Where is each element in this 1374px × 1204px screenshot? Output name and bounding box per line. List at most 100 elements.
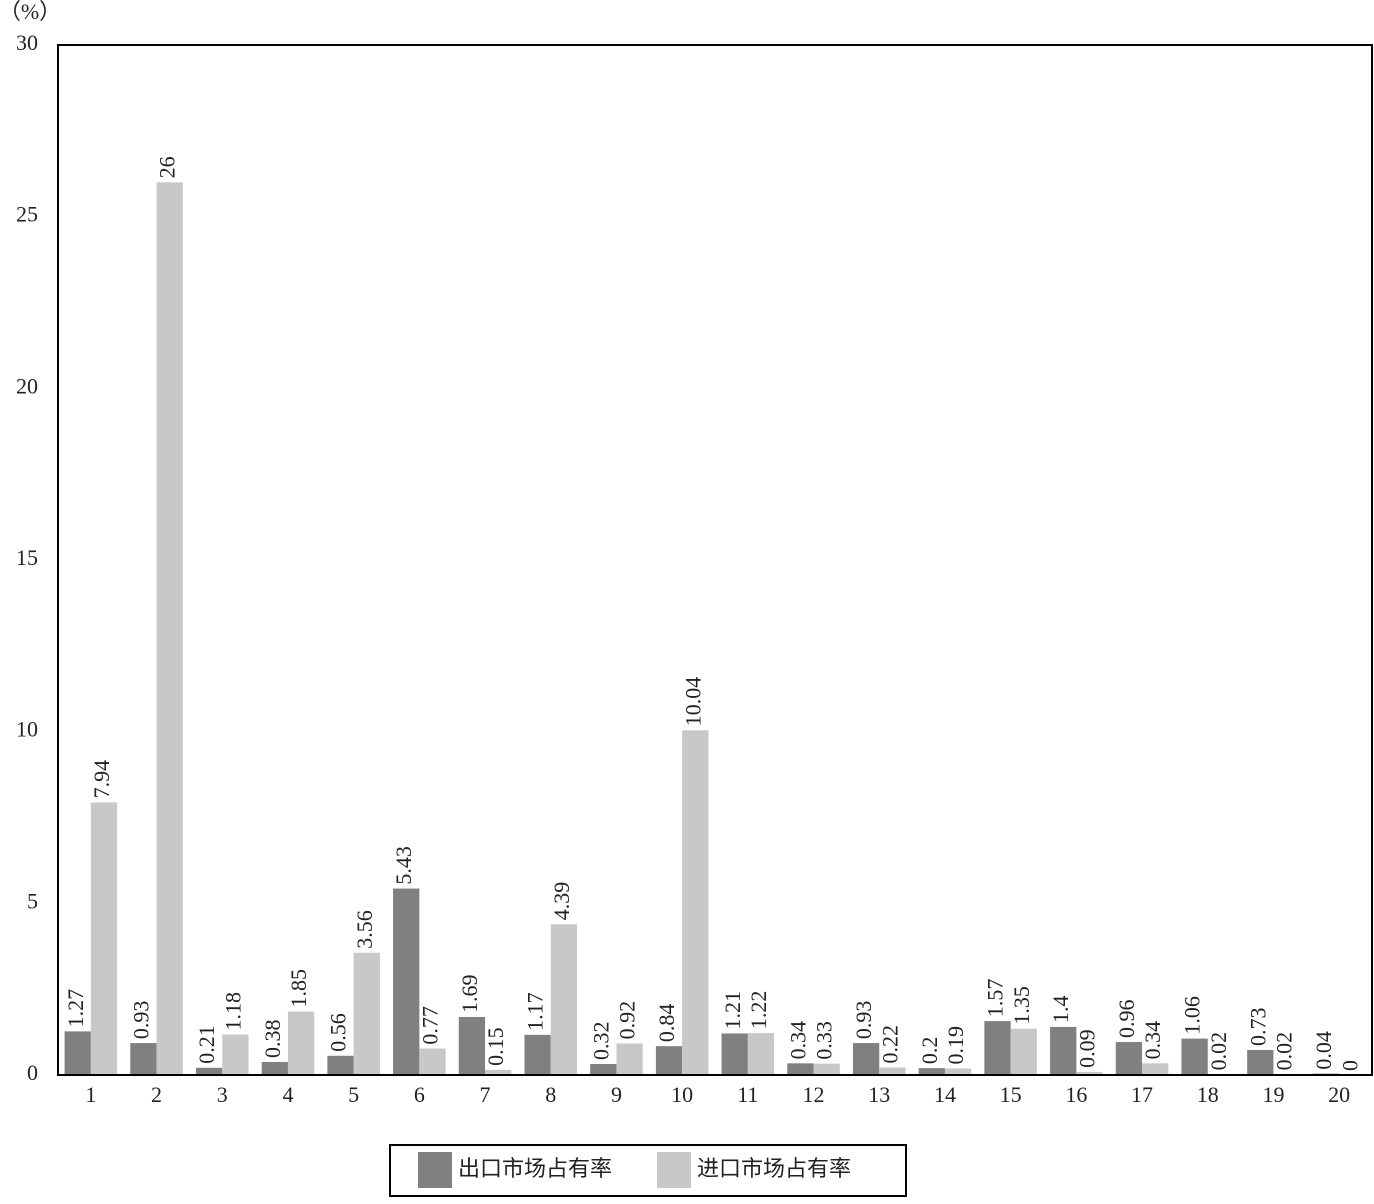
bar: [195, 1067, 223, 1075]
value-label: 0.93: [128, 1001, 153, 1040]
bar: [130, 1043, 157, 1075]
x-tick-label: 3: [217, 1082, 228, 1107]
x-tick-label: 17: [1131, 1082, 1153, 1107]
value-label: 0.96: [1114, 1000, 1139, 1039]
x-tick-label: 14: [934, 1082, 956, 1107]
value-label: 0.33: [812, 1021, 837, 1060]
value-label: 0.22: [877, 1025, 902, 1064]
bar: [879, 1067, 906, 1075]
value-label: 0.34: [785, 1021, 810, 1060]
value-label: 1.21: [720, 991, 745, 1030]
y-tick-label: 25: [16, 202, 38, 227]
value-label: 26: [155, 156, 180, 178]
value-label: 3.56: [352, 910, 377, 949]
x-tick-label: 15: [1000, 1082, 1022, 1107]
value-label: 1.17: [523, 992, 548, 1031]
bar: [918, 1068, 945, 1075]
x-tick-label: 5: [348, 1082, 359, 1107]
value-label: 0: [1337, 1060, 1362, 1071]
value-label: 0.21: [194, 1025, 219, 1064]
legend-box: [389, 1144, 907, 1197]
bar: [419, 1048, 446, 1075]
bar: [524, 1034, 551, 1075]
bar: [944, 1068, 972, 1075]
x-tick-label: 18: [1197, 1082, 1219, 1107]
bar: [353, 952, 380, 1075]
bar: [787, 1063, 814, 1075]
bar: [1010, 1028, 1037, 1075]
value-label: 5.43: [391, 846, 416, 885]
value-label: 0.93: [851, 1001, 876, 1040]
bar: [1115, 1042, 1143, 1075]
value-label: 0.92: [615, 1001, 640, 1040]
value-label: 0.02: [1206, 1032, 1231, 1071]
x-tick-label: 12: [803, 1082, 825, 1107]
bar: [327, 1055, 354, 1075]
value-label: 1.4: [1048, 995, 1073, 1023]
bar: [616, 1043, 643, 1075]
bar: [1247, 1049, 1274, 1075]
bar: [156, 182, 183, 1076]
bar: [813, 1063, 840, 1075]
value-label: 1.06: [1180, 996, 1205, 1035]
value-label: 0.77: [418, 1006, 443, 1045]
value-label: 0.73: [1245, 1007, 1270, 1046]
value-label: 10.04: [680, 677, 705, 727]
value-label: 1.27: [63, 989, 88, 1028]
value-label: 1.22: [746, 991, 771, 1030]
value-label: 0.38: [260, 1019, 285, 1058]
bar: [1142, 1063, 1169, 1075]
legend-swatch: [418, 1152, 452, 1188]
value-label: 0.15: [483, 1027, 508, 1066]
x-tick-label: 10: [671, 1082, 693, 1107]
x-tick-label: 9: [611, 1082, 622, 1107]
y-tick-label: 20: [16, 373, 38, 398]
x-tick-label: 6: [414, 1082, 425, 1107]
value-label: 1.69: [457, 974, 482, 1013]
bar: [485, 1069, 512, 1075]
bar: [222, 1034, 249, 1075]
bar: [747, 1033, 775, 1075]
x-tick-label: 20: [1328, 1082, 1350, 1107]
value-label: 0.34: [1140, 1021, 1165, 1060]
value-label: 0.09: [1075, 1029, 1100, 1068]
y-tick-label: 30: [16, 30, 38, 55]
bar: [458, 1016, 486, 1075]
y-tick-label: 5: [27, 888, 38, 913]
bar: [682, 730, 709, 1075]
y-tick-label: 10: [16, 717, 38, 742]
bar: [393, 888, 420, 1075]
x-tick-label: 1: [85, 1082, 96, 1107]
bar: [1050, 1026, 1077, 1075]
value-label: 0.19: [943, 1026, 968, 1065]
x-tick-label: 13: [868, 1082, 890, 1107]
value-label: 0.84: [654, 1004, 679, 1043]
value-label: 1.85: [286, 969, 311, 1008]
bar: [984, 1021, 1011, 1075]
legend-swatch: [657, 1152, 691, 1188]
value-label: 0.56: [326, 1013, 351, 1052]
value-label: 7.94: [89, 760, 114, 799]
value-label: 0.2: [917, 1037, 942, 1065]
x-tick-label: 4: [282, 1082, 293, 1107]
value-label: 0.32: [588, 1022, 613, 1061]
value-label: 1.18: [220, 992, 245, 1031]
bar: [655, 1046, 683, 1075]
x-tick-label: 19: [1262, 1082, 1284, 1107]
value-label: 0.04: [1311, 1031, 1336, 1070]
plot-frame: [57, 44, 1373, 1076]
bar: [90, 802, 118, 1075]
x-tick-label: 7: [480, 1082, 491, 1107]
bar: [1181, 1038, 1208, 1075]
bar: [287, 1011, 315, 1075]
x-tick-label: 8: [545, 1082, 556, 1107]
y-tick-label: 0: [27, 1060, 38, 1085]
bar: [550, 924, 578, 1075]
value-label: 1.35: [1009, 986, 1034, 1025]
bar: [1076, 1071, 1103, 1075]
bar: [261, 1061, 288, 1075]
value-label: 1.57: [983, 979, 1008, 1018]
bar: [852, 1043, 880, 1075]
y-tick-label: 15: [16, 545, 38, 570]
